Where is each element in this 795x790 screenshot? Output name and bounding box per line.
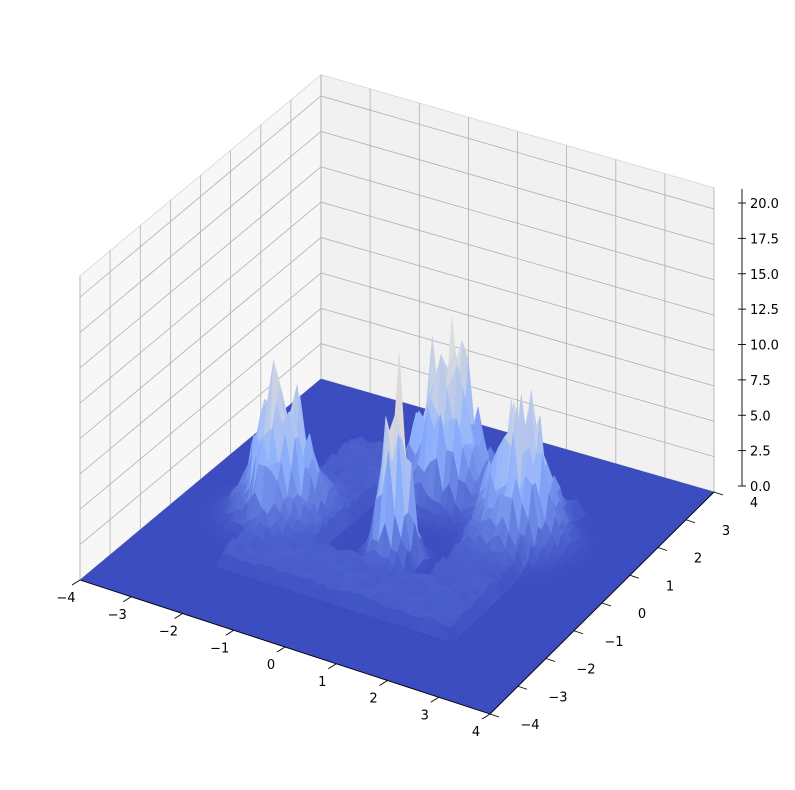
x-tick-label: −3	[108, 608, 127, 623]
x-tick-label: −4	[56, 591, 75, 606]
x-tick-label: 2	[369, 692, 377, 707]
z-tick-label: 5.0	[750, 409, 771, 424]
z-grid-line	[79, 307, 715, 510]
y-tick-label: −3	[548, 690, 567, 705]
x-tick-mark	[328, 663, 337, 670]
y-tick-mark	[517, 685, 528, 690]
z-tick-label: 15.0	[750, 268, 779, 283]
y-tick-label: 3	[722, 524, 730, 539]
y-tick-mark	[713, 491, 724, 496]
x-tick-mark	[71, 579, 81, 586]
y-tick-mark	[657, 547, 668, 551]
x-tick-label: 3	[421, 708, 429, 723]
y-tick-label: −4	[520, 718, 539, 733]
y-tick-label: 2	[694, 552, 702, 567]
z-grid-line	[79, 343, 715, 545]
y-tick-mark	[629, 574, 640, 579]
z-tick-label: 17.5	[750, 232, 779, 247]
x-tick-mark	[174, 613, 183, 619]
x-tick-mark	[276, 646, 286, 653]
x-tick-mark	[481, 713, 491, 720]
z-grid-line	[79, 95, 715, 298]
x-tick-label: −2	[159, 625, 178, 640]
y-tick-mark	[489, 713, 500, 718]
y-tick-mark	[545, 658, 556, 662]
x-tick-label: 1	[318, 675, 326, 690]
x-tick-mark	[430, 696, 439, 703]
y-tick-mark	[685, 519, 696, 524]
z-tick-label: 2.5	[750, 445, 771, 460]
y-tick-label: 4	[750, 496, 758, 511]
x-tick-mark	[225, 629, 234, 636]
z-tick-label: 0.0	[750, 480, 771, 495]
z-grid-line	[79, 201, 715, 404]
z-grid-line	[79, 237, 715, 439]
z-tick-label: 20.0	[750, 197, 779, 212]
y-tick-label: −1	[604, 635, 623, 650]
y-tick-label: 0	[638, 607, 646, 622]
z-grid-line	[79, 130, 715, 333]
x-tick-mark	[123, 596, 132, 603]
y-tick-mark	[573, 630, 584, 635]
x-tick-label: 0	[267, 658, 275, 673]
z-grid-line	[79, 166, 715, 369]
y-tick-mark	[601, 602, 612, 607]
z-tick-label: 10.0	[750, 339, 779, 354]
x-tick-mark	[379, 680, 388, 686]
y-tick-label: −2	[576, 663, 595, 678]
z-tick-label: 12.5	[750, 303, 779, 318]
y-tick-label: 1	[666, 579, 674, 594]
surface-plot	[79, 317, 715, 715]
z-tick-label: 7.5	[750, 374, 771, 389]
z-grid-line	[79, 272, 715, 475]
x-tick-label: 4	[472, 725, 480, 740]
x-tick-label: −1	[210, 641, 229, 656]
